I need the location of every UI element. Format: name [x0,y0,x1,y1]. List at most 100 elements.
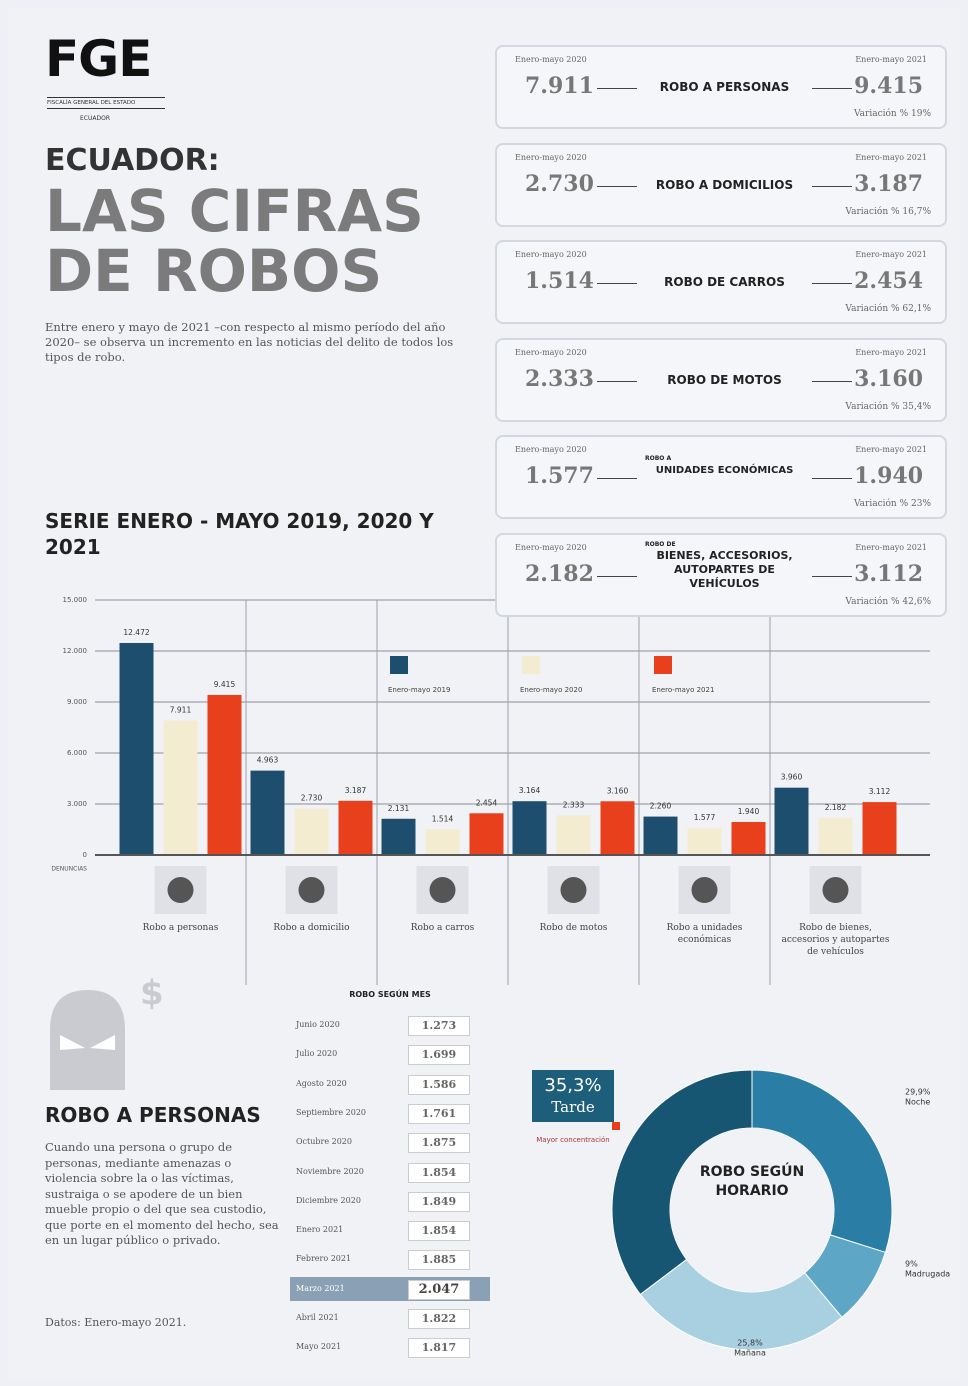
month: Abril 2021 [296,1313,339,1322]
table-title: ROBO SEGÚN MES [349,990,431,999]
month: Junio 2020 [296,1020,340,1029]
month: Octubre 2020 [296,1137,352,1147]
org: FISCALÍA GENERAL DEL ESTADO [47,97,165,109]
from-value: 2.730 [525,170,594,197]
card-name: ROBO A DOMICILIOS [655,177,794,192]
from-value: 1.577 [525,463,594,489]
stat-card: Enero-mayo 2020 2.730 ROBO A DOMICILIOS Ene… [495,142,947,227]
bar [250,770,285,855]
donut-hole [670,1128,834,1292]
value-label: 1.940 [738,807,760,816]
variation: Variación % 19% [854,109,931,119]
bar [119,642,154,855]
slice-label: Mañana [734,1349,766,1358]
legend-label: Enero-mayo 2019 [388,686,450,694]
bar [774,787,809,855]
from-value: 7.911 [525,73,594,99]
connector [812,478,852,479]
svg-text:$: $ [140,974,164,1014]
variation: Variación % 62,1% [845,304,931,314]
count: 1.699 [408,1045,470,1066]
to-value: 9.415 [854,73,923,99]
month: Diciembre 2020 [296,1195,361,1205]
slice-value: 25,8% [737,1339,763,1348]
callout-box [532,1070,614,1122]
count: 1.761 [408,1103,470,1124]
legend-swatch [522,656,540,674]
value-label: 7.911 [170,706,192,715]
connector [812,88,852,89]
bar [600,801,635,855]
to-label: Enero-mayo 2021 [855,250,927,259]
connector [812,185,852,187]
legend-label: Enero-mayo 2021 [652,686,714,694]
legend-label: Enero-mayo 2020 [520,686,582,694]
value-label: 1.514 [432,814,454,823]
table-row: Diciembre 2020 1.849 [290,1189,490,1213]
value-label: 3.164 [519,786,541,795]
legend-swatch [390,656,408,674]
bar [338,800,373,855]
to-label: Enero-mayo 2021 [855,152,927,162]
table-row: Julio 2020 1.699 [290,1042,490,1066]
bar [512,801,547,855]
intro: Entre enero y mayo de 2021 –con respecto… [45,320,454,364]
month: Agosto 2020 [296,1078,347,1088]
from-label: Enero-mayo 2020 [515,152,587,162]
from-label: Enero-mayo 2020 [515,250,587,259]
to-value: 2.454 [854,268,923,294]
table-row: Enero 2021 1.854 [290,1218,490,1242]
category-icon [298,877,325,903]
pie-title: ROBO SEGÚN HORARIO [699,1164,805,1199]
connector [597,575,637,577]
category-icon [167,877,194,903]
stat-card: Enero-mayo 2020 2.333 ROBO DE MOTOS Enero-m… [495,337,947,422]
bar [469,813,504,855]
value-label: 3.160 [607,786,629,795]
callout-marker [612,1122,620,1130]
bar [818,817,853,855]
table-row: Abril 2021 1.822 [290,1306,490,1330]
stat-card: Enero-mayo 2020 7.911 ROBO A PERSONAS Enero… [495,45,947,129]
table-row: Marzo 2021 2.047 [290,1276,490,1301]
count: 1.817 [408,1338,470,1359]
month: Marzo 2021 [296,1283,345,1293]
category-icon [560,877,587,903]
count: 2.047 [408,1279,470,1300]
stat-card: Enero-mayo 2020 1.514 ROBO DE CARROS Enero-… [495,240,947,324]
month: Septiembre 2020 [296,1107,367,1117]
table-row: Octubre 2020 1.875 [290,1130,490,1154]
table-row: Noviembre 2020 1.854 [290,1160,490,1184]
card-name: ROBO DE CARROS [664,275,785,289]
x-tick-label: Robo a personas [142,923,219,933]
value-label: 2.182 [825,803,847,812]
table-row: Junio 2020 1.273 [290,1013,490,1037]
variation: Variación % 16,7% [845,206,931,217]
legend-swatch [654,656,672,674]
x-tick-label: Robo a unidades económicas [666,923,743,945]
table-row: Mayo 2021 1.817 [290,1335,490,1359]
y-tick-label: 0 [83,851,87,859]
person-text: Cuando una persona o grupo de personas, … [45,1140,279,1247]
value-label: 2.454 [476,798,498,807]
bar [207,694,242,855]
bar [294,808,329,855]
to-value: 3.112 [854,560,923,587]
bar [425,829,460,855]
card-name: UNIDADES ECONÓMICAS [655,465,794,476]
y-tick-label: 6.000 [67,749,87,757]
count: 1.854 [408,1221,470,1242]
month: Julio 2020 [296,1049,338,1059]
table-row: Agosto 2020 1.586 [290,1072,490,1096]
bar [163,720,198,855]
bar [556,815,591,855]
card-name: ROBO DE MOTOS [667,372,782,387]
logo: FGE [45,30,152,88]
count: 1.854 [408,1162,470,1183]
to-label: Enero-mayo 2021 [855,445,927,454]
from-value: 2.333 [525,365,594,392]
from-label: Enero-mayo 2020 [515,445,587,454]
connector [812,575,852,577]
